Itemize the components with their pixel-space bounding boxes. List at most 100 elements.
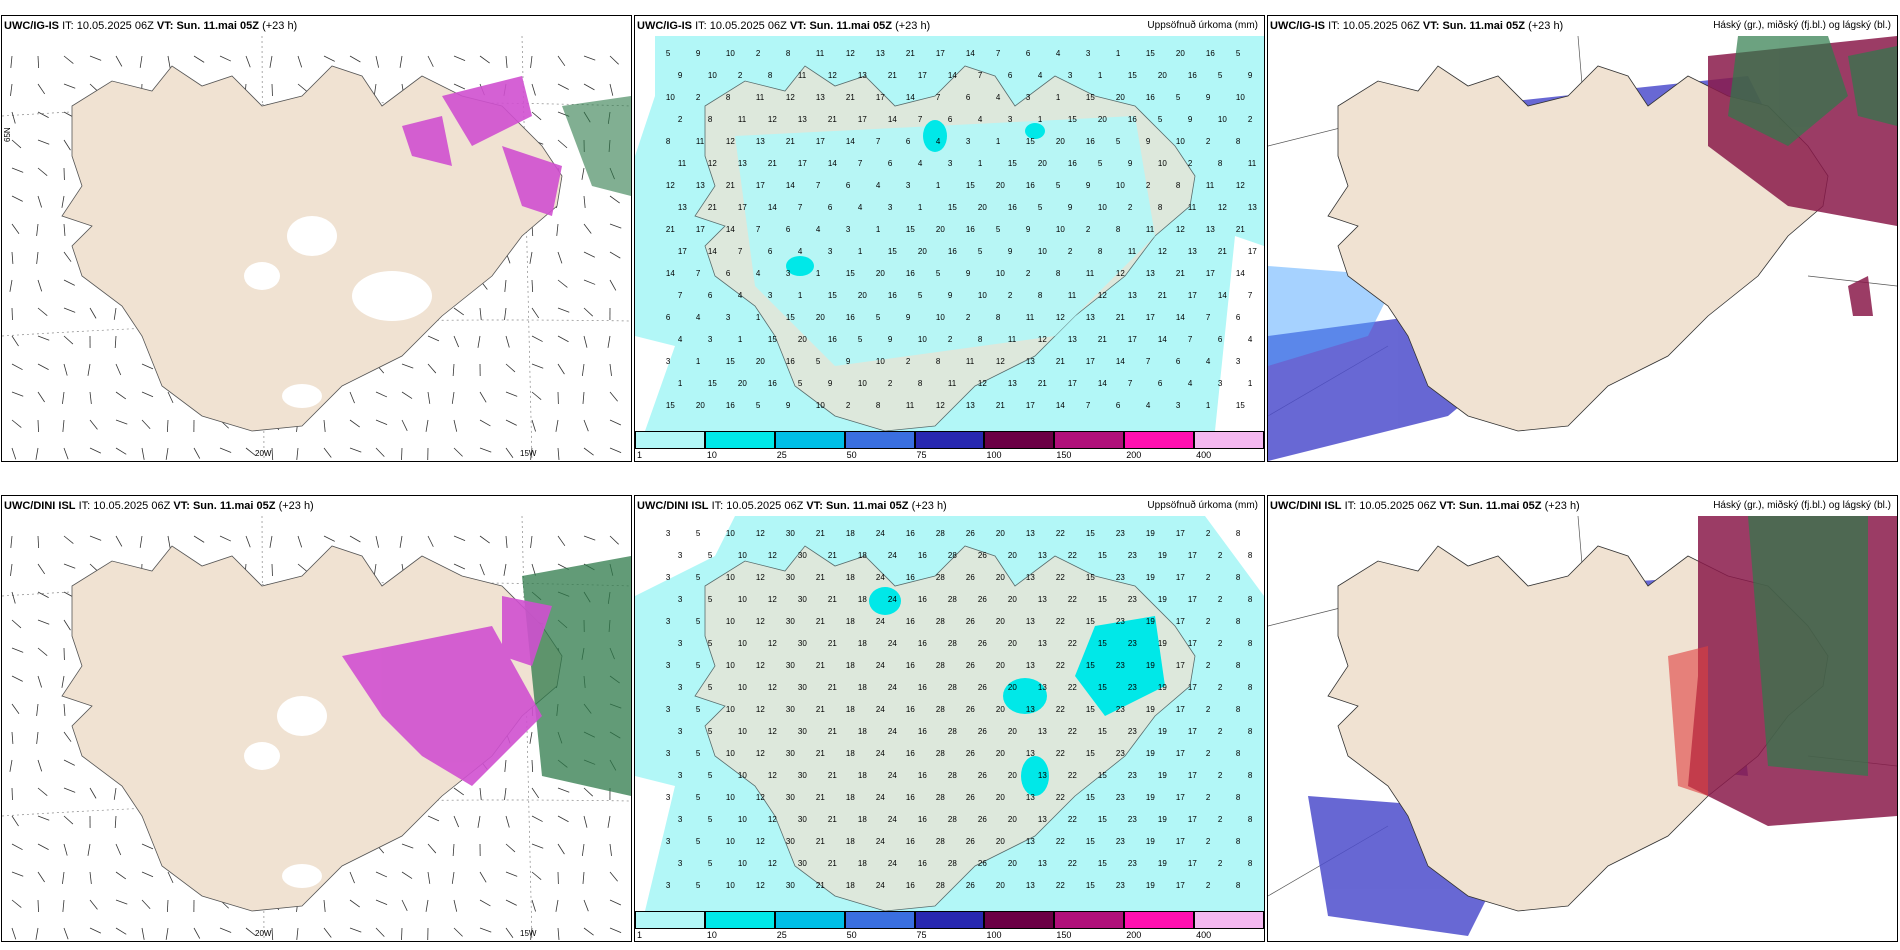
precip-value: 12 xyxy=(768,815,777,824)
precip-value: 26 xyxy=(978,551,987,560)
precip-value: 15 xyxy=(888,247,897,256)
colorbar-cell xyxy=(635,431,705,449)
wind-barb xyxy=(113,307,117,320)
precip-value: 16 xyxy=(768,379,777,388)
precip-value: 10 xyxy=(876,357,885,366)
precip-value: 21 xyxy=(786,137,795,146)
wind-barb xyxy=(89,55,102,61)
precip-value: 28 xyxy=(948,551,957,560)
wind-barb xyxy=(609,899,622,906)
precip-value: 10 xyxy=(726,573,735,582)
precip-value: 30 xyxy=(798,815,807,824)
precip-value: 5 xyxy=(1236,49,1241,58)
wind-barb xyxy=(297,83,308,92)
precip-value: 14 xyxy=(906,93,915,102)
wind-barb xyxy=(505,843,516,853)
precip-value: 12 xyxy=(768,595,777,604)
precip-value: 21 xyxy=(1038,379,1047,388)
precip-value: 3 xyxy=(1068,71,1073,80)
precip-value: 20 xyxy=(1158,71,1167,80)
colorbar-label: 100 xyxy=(986,930,1002,940)
precip-value: 21 xyxy=(726,181,735,190)
wind-barb xyxy=(141,899,151,910)
wind-barb xyxy=(453,447,463,457)
precip-value: 19 xyxy=(1146,573,1155,582)
precip-value: 4 xyxy=(798,247,803,256)
wind-barb xyxy=(479,535,490,544)
precip-value: 21 xyxy=(1236,225,1245,234)
precip-value: 3 xyxy=(666,749,671,758)
precip-value: 30 xyxy=(786,837,795,846)
precip-value: 17 xyxy=(1188,639,1197,648)
colorbar-cell xyxy=(914,911,985,929)
wind-barb xyxy=(11,703,20,714)
precip-value: 1 xyxy=(858,247,863,256)
precip-value: 21 xyxy=(846,93,855,102)
wind-barb xyxy=(115,419,128,425)
precip-value: 21 xyxy=(816,661,825,670)
precip-value: 3 xyxy=(678,859,683,868)
wind-barb xyxy=(373,83,377,96)
precip-value: 23 xyxy=(1116,529,1125,538)
wind-barb xyxy=(505,447,514,458)
precip-value: 11 xyxy=(738,115,747,124)
precip-value: 10 xyxy=(1176,137,1185,146)
wind-barb xyxy=(166,419,169,433)
precip-value: 2 xyxy=(1206,837,1211,846)
precip-value: 14 xyxy=(948,71,957,80)
precip-value: 11 xyxy=(756,93,765,102)
wind-barb xyxy=(35,447,39,460)
wind-barb xyxy=(531,391,542,401)
wind-barb xyxy=(37,111,49,118)
wind-barb xyxy=(609,55,619,65)
precip-value: 18 xyxy=(858,727,867,736)
wind-barb xyxy=(219,535,232,542)
wind-barb xyxy=(531,111,542,121)
wind-barb xyxy=(269,535,273,548)
precip-value: 10 xyxy=(726,617,735,626)
precip-value: 28 xyxy=(936,705,945,714)
colorbar-cell xyxy=(774,431,845,449)
precip-value: 21 xyxy=(1116,313,1125,322)
wind-barb xyxy=(505,55,508,68)
precip-value: 26 xyxy=(978,815,987,824)
precip-value: 6 xyxy=(1116,401,1121,410)
precip-value: 10 xyxy=(738,815,747,824)
precip-value: 17 xyxy=(1176,661,1185,670)
precip-value: 12 xyxy=(1158,247,1167,256)
wind-barb xyxy=(89,871,92,884)
wind-barb xyxy=(609,363,612,376)
precip-value: 13 xyxy=(966,401,975,410)
wind-barb xyxy=(349,871,355,884)
precip-value: 3 xyxy=(666,617,671,626)
precip-value: 8 xyxy=(1218,159,1223,168)
precip-value: 24 xyxy=(876,881,885,890)
precip-value: 11 xyxy=(1206,181,1215,190)
precip-value: 17 xyxy=(678,247,687,256)
colorbar-label: 75 xyxy=(916,450,927,460)
precip-value: 20 xyxy=(876,269,885,278)
precip-value: 4 xyxy=(738,291,743,300)
precip-value: 11 xyxy=(1128,247,1137,256)
precip-value: 9 xyxy=(1206,93,1211,102)
precip-value: 8 xyxy=(1056,269,1061,278)
precip-value: 1 xyxy=(738,335,743,344)
wind-barb xyxy=(401,899,408,911)
colorbar-label: 400 xyxy=(1196,450,1212,460)
precip-value: 24 xyxy=(876,749,885,758)
wind-barb xyxy=(479,391,487,403)
precip-value: 10 xyxy=(738,683,747,692)
precip-value: 15 xyxy=(1098,683,1107,692)
precip-value: 21 xyxy=(1056,357,1065,366)
precip-value: 2 xyxy=(1068,247,1073,256)
precip-value: 9 xyxy=(1008,247,1013,256)
precip-value: 28 xyxy=(948,815,957,824)
precip-value: 13 xyxy=(1038,859,1047,868)
precip-value: 6 xyxy=(666,313,671,322)
wind-barb xyxy=(37,279,43,292)
colorbar-cell xyxy=(704,911,775,929)
precip-value: 17 xyxy=(696,225,705,234)
precip-value: 20 xyxy=(1008,727,1017,736)
precip-value: 6 xyxy=(828,203,833,212)
precip-value: 13 xyxy=(858,71,867,80)
